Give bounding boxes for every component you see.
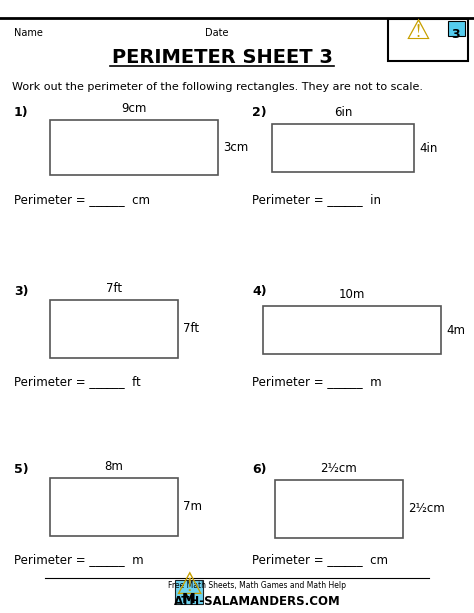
Bar [272,124,414,172]
Bar [50,478,178,536]
Text: 1): 1) [14,106,28,119]
Text: 4in: 4in [419,142,438,154]
Text: 2½cm: 2½cm [408,503,445,516]
Text: 7ft: 7ft [106,282,122,295]
Text: Perimeter = ______  in: Perimeter = ______ in [252,193,381,206]
Text: 2½cm: 2½cm [320,462,357,475]
Text: Name: Name [14,28,43,38]
Text: M: M [182,592,196,606]
Text: Perimeter = ______  cm: Perimeter = ______ cm [252,553,388,566]
Text: 9cm: 9cm [121,102,146,115]
Text: 2): 2) [252,106,266,119]
FancyBboxPatch shape [448,21,465,36]
Text: PERIMETER SHEET 3: PERIMETER SHEET 3 [111,48,332,67]
Bar [50,120,218,175]
Text: 7ft: 7ft [183,322,199,335]
Text: 8m: 8m [105,460,123,473]
Text: 3cm: 3cm [223,141,248,154]
Text: Work out the perimeter of the following rectangles. They are not to scale.: Work out the perimeter of the following … [12,82,423,92]
Text: 5): 5) [14,463,28,476]
Text: Perimeter = ______  m: Perimeter = ______ m [14,553,144,566]
Bar [275,480,403,538]
Text: ATH-SALAMANDERS.COM: ATH-SALAMANDERS.COM [173,595,340,608]
Text: ⚠: ⚠ [175,571,203,600]
Text: 7m: 7m [183,500,202,514]
Bar [263,306,441,354]
Text: 3: 3 [452,28,460,41]
Text: 10m: 10m [339,288,365,301]
Text: 4m: 4m [446,324,465,337]
Text: 6in: 6in [334,106,352,119]
Bar [50,300,178,358]
Text: ⚠: ⚠ [406,17,430,45]
Text: Perimeter = ______  ft: Perimeter = ______ ft [14,375,141,388]
Text: 6): 6) [252,463,266,476]
Text: 4): 4) [252,285,266,298]
Text: Date: Date [205,28,228,38]
Text: 3): 3) [14,285,28,298]
Text: Perimeter = ______  cm: Perimeter = ______ cm [14,193,150,206]
Bar [175,580,203,604]
Text: Free Math Sheets, Math Games and Math Help: Free Math Sheets, Math Games and Math He… [168,581,346,590]
Text: Perimeter = ______  m: Perimeter = ______ m [252,375,382,388]
Bar [388,19,468,61]
